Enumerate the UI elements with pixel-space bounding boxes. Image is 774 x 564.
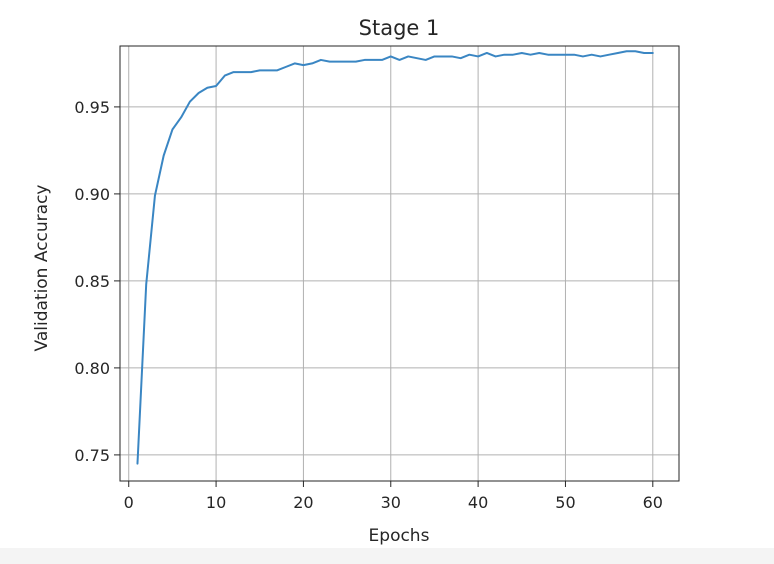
plot-area-frame: [119, 45, 680, 482]
x-axis-label: Epochs: [369, 526, 430, 546]
bottom-edge-band: [0, 548, 774, 564]
x-tick-label: 40: [468, 493, 488, 512]
y-tick-label: 0.75: [74, 446, 110, 465]
x-tick-label: 60: [643, 493, 663, 512]
tick-layer: 0 10 20 30 40 50 60 0.75 0.80 0.85 0.90 0.95: [74, 98, 663, 512]
series-layer: [136, 50, 654, 465]
x-tick-label: 20: [293, 493, 313, 512]
chart-title: Stage 1: [359, 16, 440, 40]
x-tick-label: 10: [206, 493, 226, 512]
y-tick-label: 0.95: [74, 98, 110, 117]
y-tick-label: 0.80: [74, 359, 110, 378]
x-tick-label: 50: [555, 493, 575, 512]
y-tick-label: 0.85: [74, 272, 110, 291]
y-tick-label: 0.90: [74, 185, 110, 204]
x-tick-label: 0: [124, 493, 134, 512]
validation-accuracy-line: [136, 50, 654, 465]
x-tick-label: 30: [381, 493, 401, 512]
gridlines: [120, 46, 679, 481]
y-axis-label: Validation Accuracy: [32, 185, 52, 352]
